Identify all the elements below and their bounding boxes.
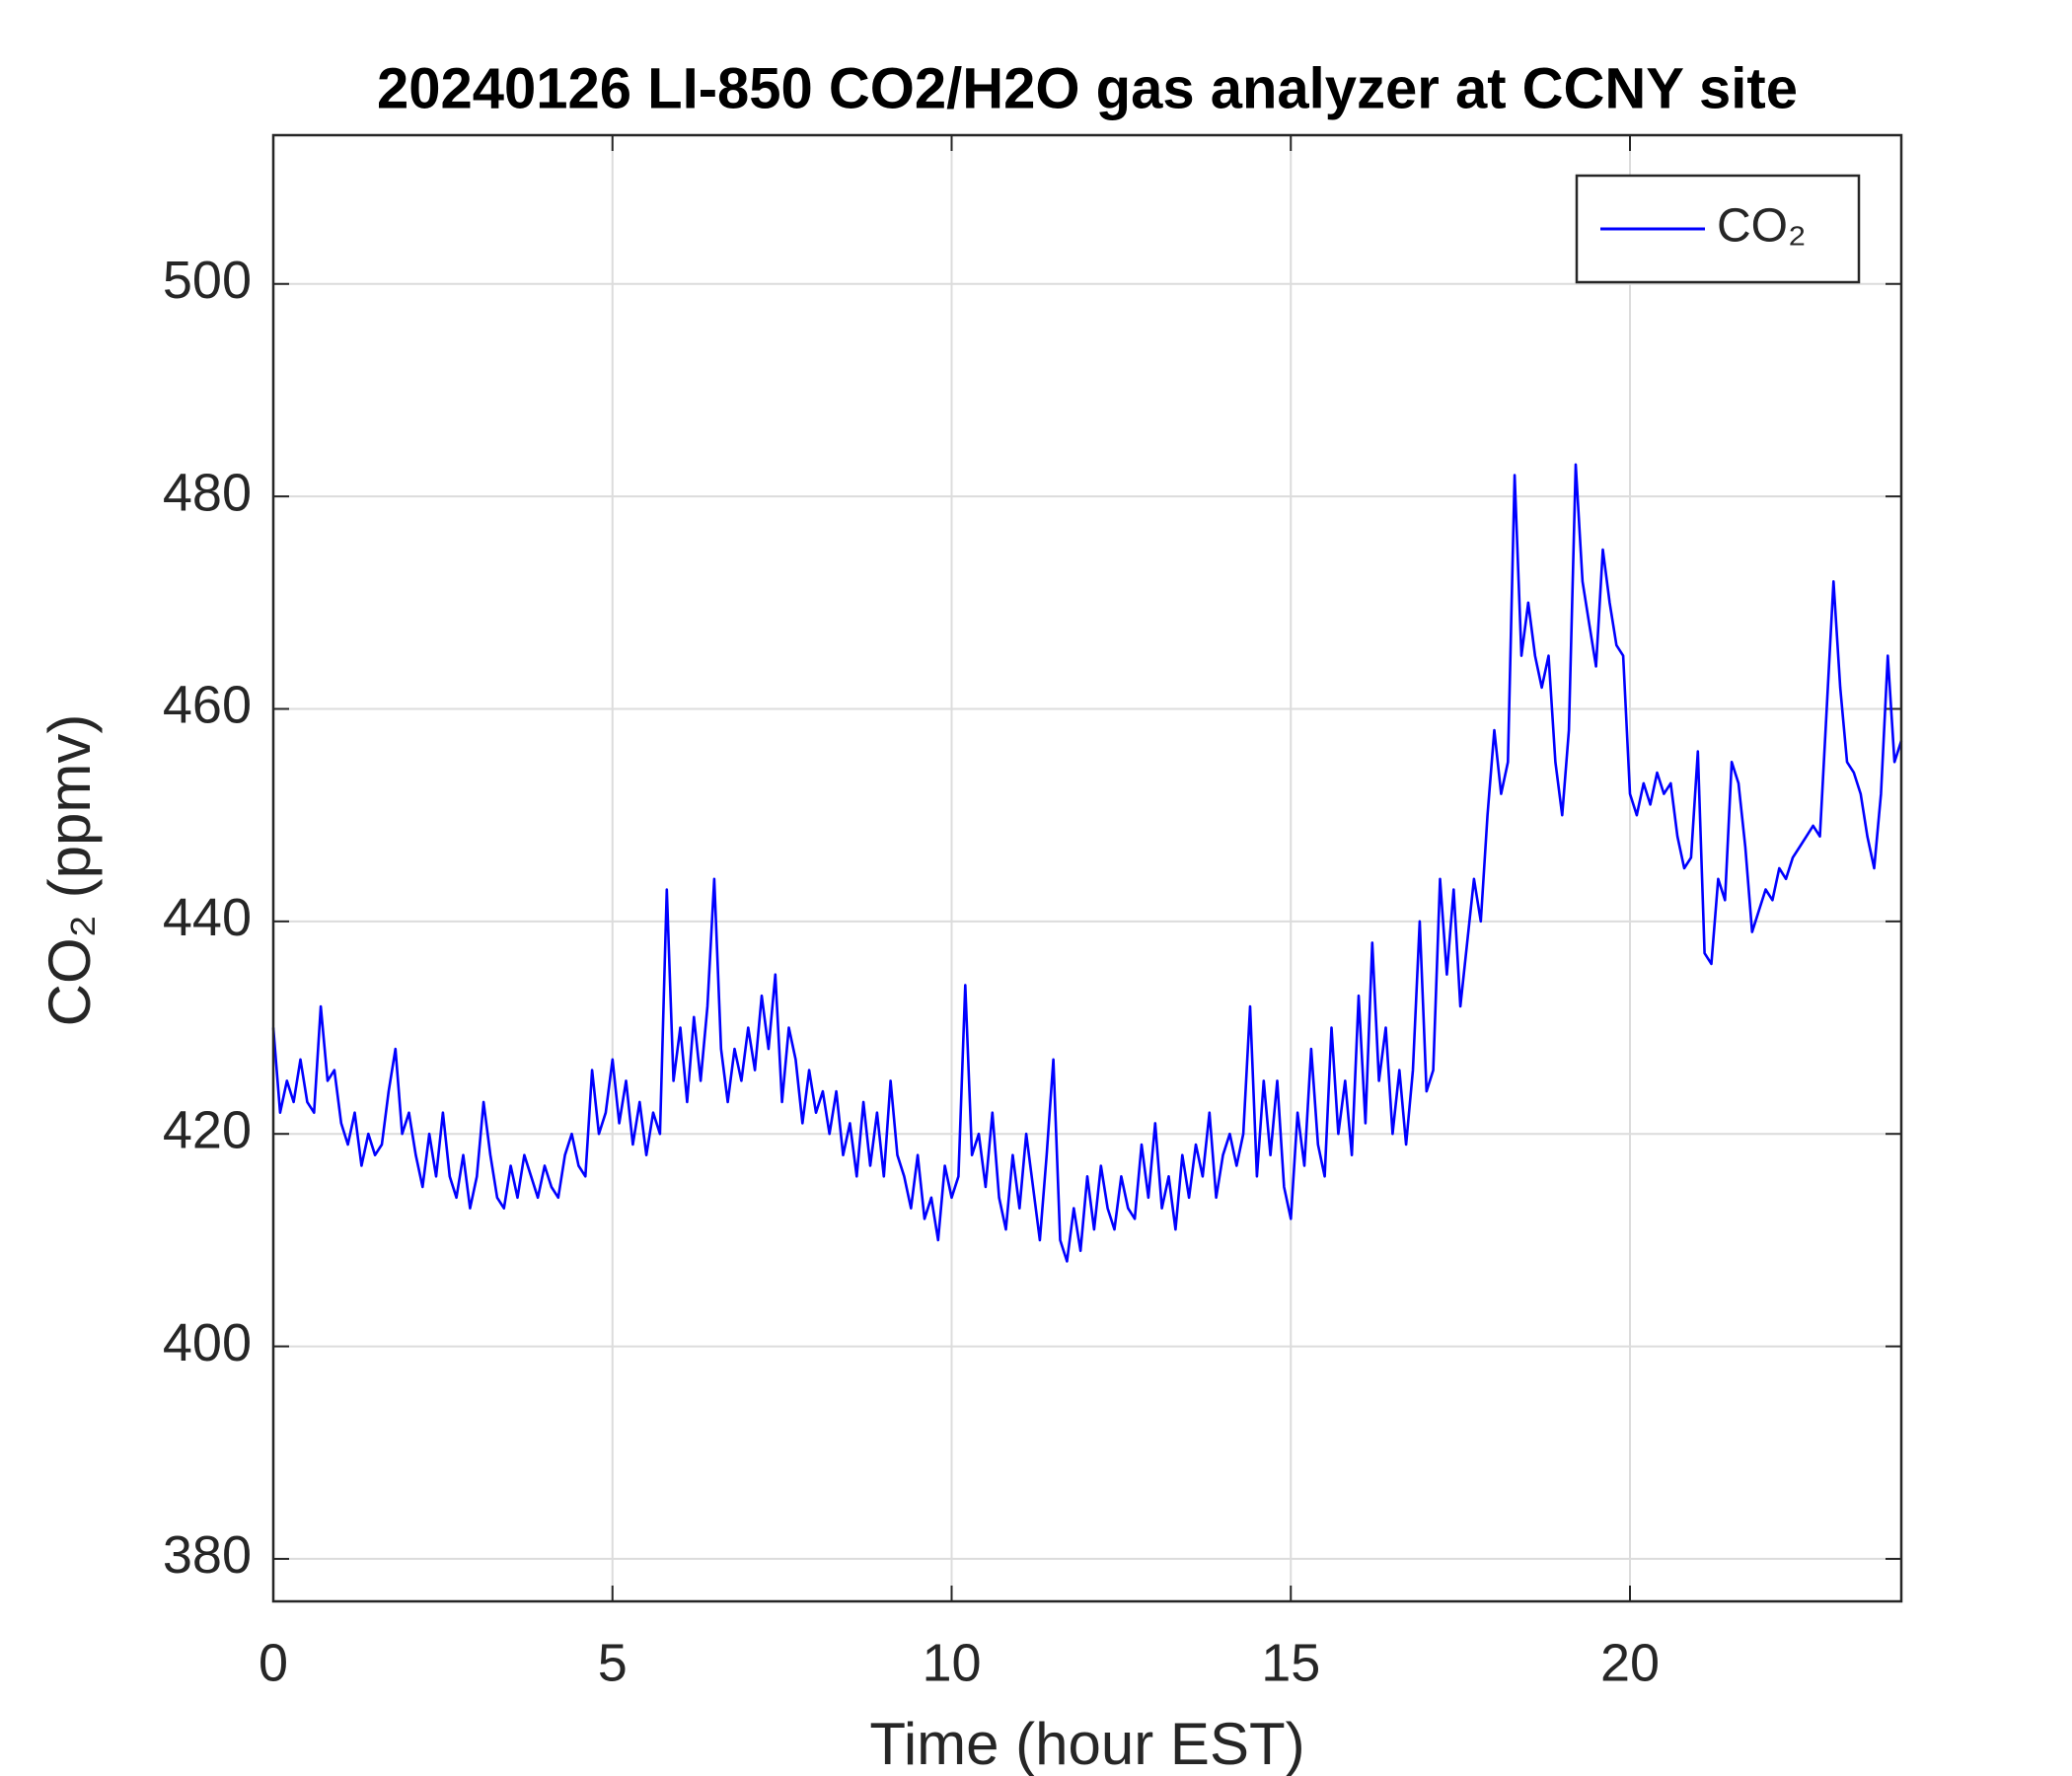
x-tick-label: 5 [598,1633,628,1692]
plot-frame [271,133,1903,1603]
y-tick-label: 380 [163,1525,252,1585]
legend-label: CO₂ [1717,200,1807,253]
y-tick-label: 420 [163,1100,252,1159]
x-tick-label: 10 [922,1633,981,1692]
y-tick-label: 480 [163,463,252,522]
data-line [271,463,1903,1263]
x-tick-label: 20 [1600,1633,1660,1692]
y-tick-label: 460 [163,676,252,735]
y-tick-label: 440 [163,888,252,947]
y-tick-label: 500 [163,251,252,310]
x-tick-label: 15 [1261,1633,1320,1692]
chart-title: 20240126 LI-850 CO2/H2O gas analyzer at … [377,56,1798,120]
y-axis-label: CO₂ (ppmv) [37,714,103,1027]
y-tick-label: 400 [163,1313,252,1372]
x-axis-label: Time (hour EST) [869,1711,1304,1776]
x-tick-label: 0 [259,1633,288,1692]
